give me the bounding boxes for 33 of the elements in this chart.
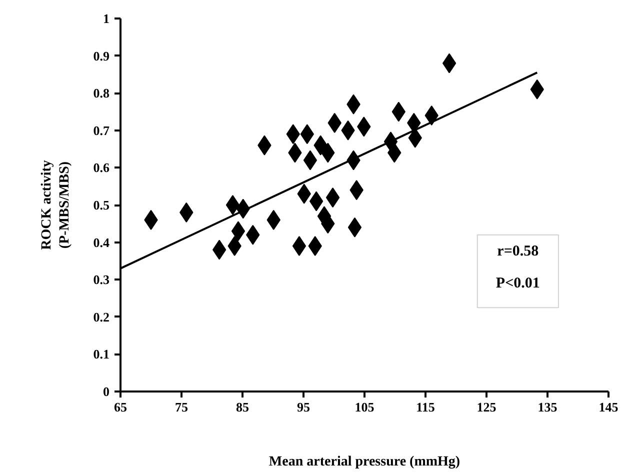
y-axis-title: ROCK activity (P-MBS/MBS) bbox=[39, 160, 72, 250]
point bbox=[442, 53, 456, 74]
point bbox=[212, 240, 226, 260]
y-tick-label: 0.3 bbox=[93, 272, 110, 288]
x-axis-title: Mean arterial pressure (mmHg) bbox=[268, 454, 460, 470]
x-tick-label: 95 bbox=[297, 400, 310, 414]
y-tick-label: 0.8 bbox=[93, 86, 110, 101]
point bbox=[326, 188, 340, 208]
annotation: r=0.58 bbox=[497, 244, 539, 260]
y-tick-label: 0.2 bbox=[93, 309, 110, 324]
y-tick-label: 0.9 bbox=[93, 48, 110, 64]
point bbox=[292, 236, 306, 256]
point bbox=[231, 221, 246, 242]
y-tick-label: 0.1 bbox=[93, 346, 110, 362]
y-tick-label: 0.7 bbox=[93, 122, 110, 138]
annotation: P<0.01 bbox=[496, 275, 540, 292]
x-tick-label: 145 bbox=[598, 400, 619, 414]
x-tick-label: 125 bbox=[476, 400, 497, 414]
y-tick-label: 0.5 bbox=[93, 198, 110, 212]
x-tick-label: 115 bbox=[416, 400, 436, 414]
x-tick-label: 135 bbox=[538, 400, 558, 414]
x-tick-label: 85 bbox=[236, 400, 250, 414]
y-tick-label: 0.4 bbox=[93, 234, 110, 250]
y-tick-label: 0.6 bbox=[93, 160, 110, 176]
y-tick-label: 0 bbox=[103, 384, 110, 399]
point bbox=[226, 195, 240, 215]
x-tick-label: 65 bbox=[114, 400, 128, 414]
x-tick-label: 75 bbox=[175, 400, 188, 414]
point bbox=[309, 191, 324, 212]
point bbox=[348, 217, 362, 238]
y-tick-label: 1 bbox=[103, 11, 110, 26]
point bbox=[303, 150, 318, 170]
x-tick-label: 105 bbox=[354, 400, 375, 414]
